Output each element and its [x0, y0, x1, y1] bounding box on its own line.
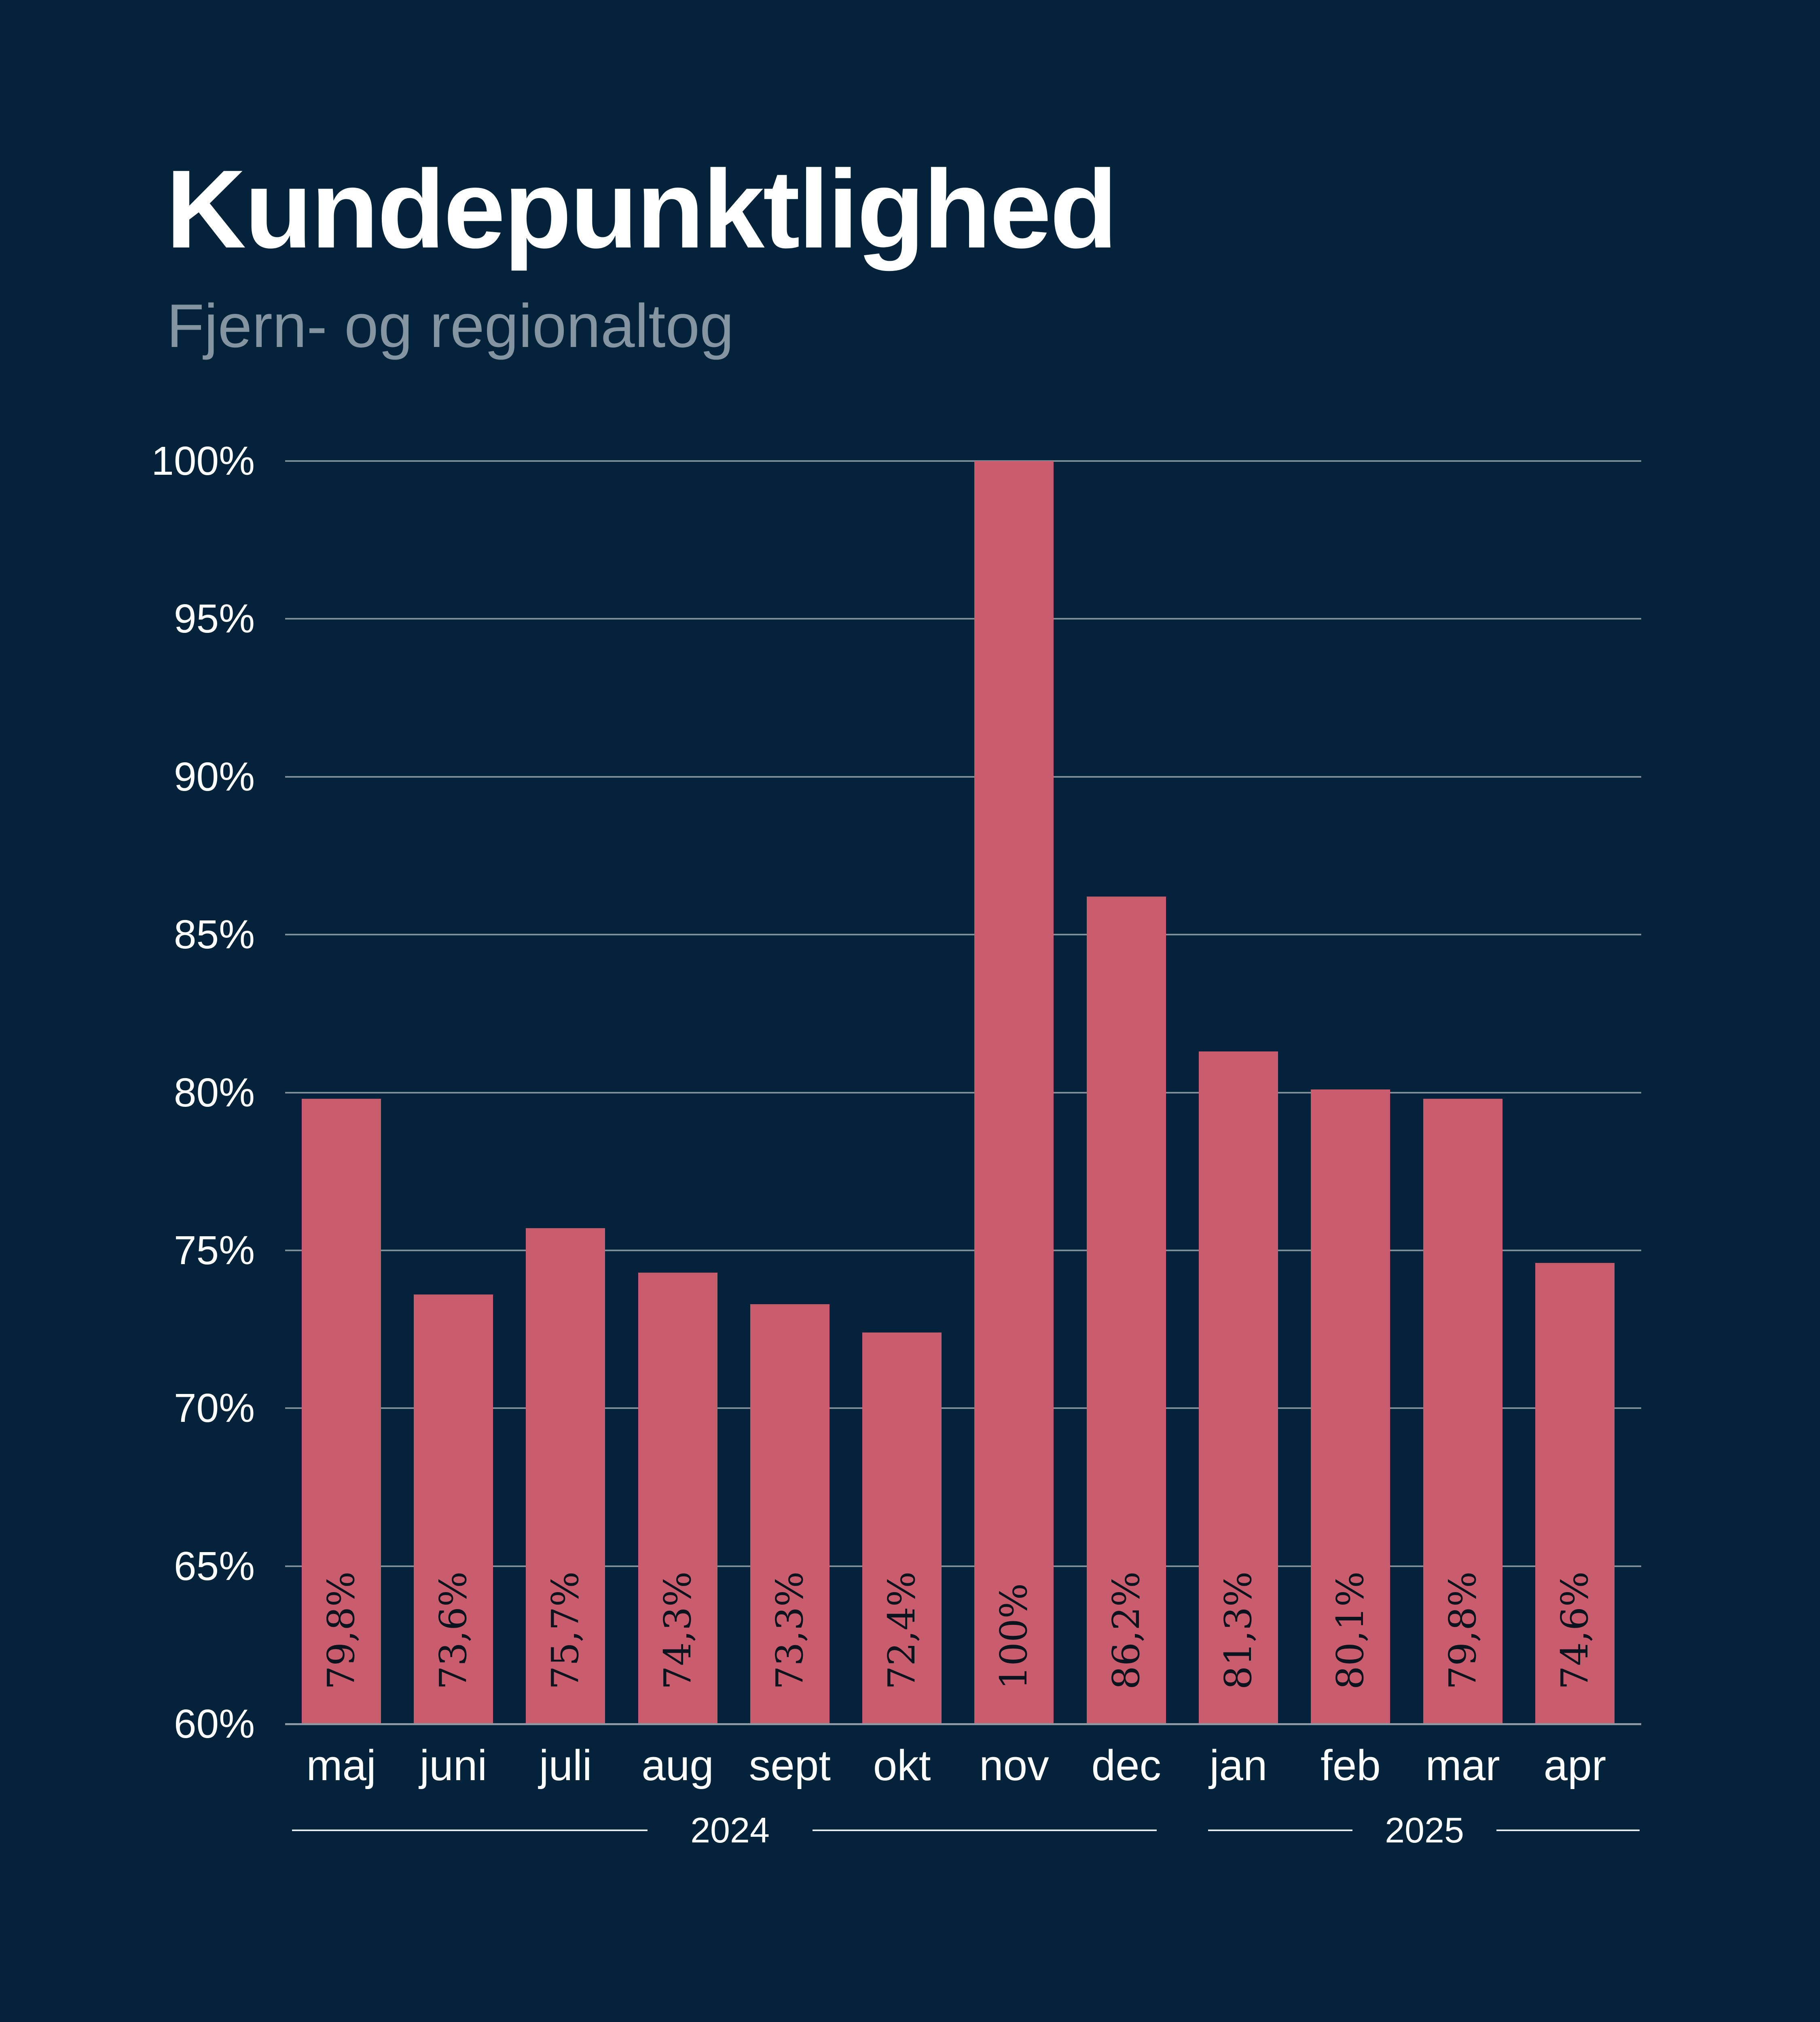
gridline-95: [285, 618, 1641, 620]
bar-nov: [974, 461, 1054, 1724]
bar-value-label-sept: 73,3%: [768, 1571, 811, 1690]
y-tick-label-95: 95%: [174, 596, 255, 642]
y-tick-label-85: 85%: [174, 912, 255, 958]
y-tick-label-100: 100%: [151, 438, 255, 484]
bar-value-label-feb: 80,1%: [1329, 1571, 1372, 1690]
bar-maj: [301, 1099, 381, 1724]
x-tick-label-apr: apr: [1543, 1741, 1606, 1789]
gridline-85: [285, 934, 1641, 936]
year-label-2025: 2025: [1385, 1810, 1464, 1850]
y-tick-label-70: 70%: [174, 1385, 255, 1431]
bar-juli: [526, 1228, 605, 1724]
bar-value-label-dec: 86,2%: [1104, 1571, 1148, 1690]
year-line-segment-4: [1496, 1830, 1640, 1831]
y-tick-label-90: 90%: [174, 754, 255, 799]
bar-sept: [750, 1304, 830, 1724]
x-tick-label-maj: maj: [306, 1741, 376, 1789]
year-line-segment-1: [292, 1830, 648, 1831]
x-tick-label-mar: mar: [1425, 1741, 1500, 1789]
x-tick-label-okt: okt: [873, 1741, 931, 1789]
bar-value-label-mar: 79,8%: [1441, 1571, 1484, 1690]
gridline-70: [285, 1407, 1641, 1409]
bar-okt: [862, 1332, 942, 1724]
x-tick-label-juli: juli: [539, 1741, 592, 1789]
bar-value-label-nov: 100%: [992, 1583, 1036, 1690]
bar-jan: [1199, 1051, 1278, 1724]
bar-juni: [413, 1294, 493, 1724]
x-tick-label-juni: juni: [419, 1741, 487, 1789]
bar-value-label-juni: 73,6%: [431, 1571, 475, 1690]
bar-mar: [1423, 1099, 1503, 1724]
bar-value-label-apr: 74,6%: [1553, 1571, 1596, 1690]
bar-value-label-juli: 75,7%: [544, 1571, 587, 1690]
y-tick-label-75: 75%: [174, 1227, 255, 1273]
x-tick-label-jan: jan: [1209, 1741, 1268, 1789]
x-tick-label-feb: feb: [1320, 1741, 1381, 1789]
page-title: Kundepunktlighed: [166, 147, 1118, 271]
x-axis-line: [285, 1723, 1641, 1725]
x-tick-label-nov: nov: [979, 1741, 1049, 1789]
bar-value-label-okt: 72,4%: [880, 1571, 924, 1690]
page-subtitle: Fjern- og regionaltog: [167, 292, 734, 360]
bar-value-label-jan: 81,3%: [1217, 1571, 1260, 1690]
x-tick-label-aug: aug: [641, 1741, 714, 1789]
bar-aug: [638, 1272, 717, 1724]
year-line-segment-2: [813, 1830, 1157, 1831]
gridline-80: [285, 1091, 1641, 1093]
gridline-75: [285, 1249, 1641, 1251]
gridline-90: [285, 776, 1641, 778]
x-tick-label-dec: dec: [1091, 1741, 1162, 1789]
x-tick-label-sept: sept: [749, 1741, 831, 1789]
gridline-65: [285, 1565, 1641, 1567]
bar-value-label-aug: 74,3%: [656, 1571, 699, 1690]
gridline-100: [285, 460, 1641, 462]
y-tick-label-65: 65%: [174, 1543, 255, 1589]
y-tick-label-80: 80%: [174, 1070, 255, 1115]
year-line-segment-3: [1208, 1830, 1352, 1831]
bar-apr: [1535, 1263, 1615, 1724]
year-label-2024: 2024: [690, 1810, 770, 1850]
bar-value-label-maj: 79,8%: [319, 1571, 363, 1690]
bar-feb: [1311, 1089, 1390, 1724]
bar-dec: [1086, 897, 1166, 1724]
y-tick-label-60: 60%: [174, 1701, 255, 1747]
